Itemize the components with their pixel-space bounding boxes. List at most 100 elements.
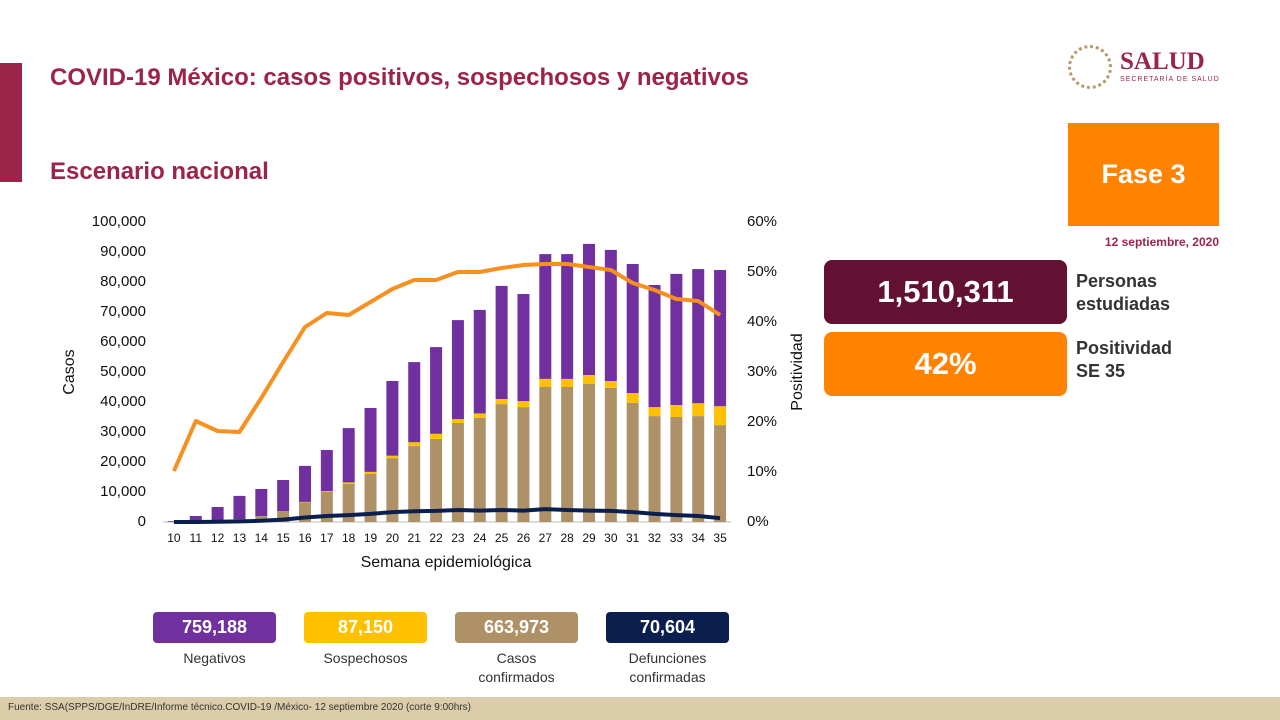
bar (320, 491, 333, 492)
bar (342, 482, 355, 484)
bar (517, 407, 530, 522)
line (173, 507, 721, 524)
bar (561, 387, 574, 522)
x-tick-label: 19 (364, 531, 378, 545)
logo: SALUD (1120, 48, 1205, 75)
bar (255, 489, 268, 517)
summary-value: 70,604 (606, 612, 729, 643)
bar (692, 416, 705, 522)
y-tick-label: 90,000 (100, 243, 146, 260)
title: COVID-19 México: casos positivos, sospec… (50, 64, 749, 91)
x-tick-label: 32 (648, 531, 662, 545)
bar (473, 417, 486, 522)
bar (648, 416, 661, 522)
bar (583, 384, 595, 522)
bar (408, 446, 421, 522)
bar (473, 413, 486, 418)
bar (583, 243, 595, 375)
bar (626, 402, 639, 522)
x-tick-label: 17 (320, 531, 334, 545)
bar (277, 480, 290, 512)
y2-tick-label: 40% (747, 313, 777, 330)
bar (299, 501, 311, 503)
x-tick-label: 21 (408, 531, 422, 545)
accent-bar (0, 63, 22, 182)
bar (342, 428, 355, 483)
bar (583, 375, 595, 384)
bar (430, 433, 443, 439)
bar (604, 387, 617, 522)
studied-label: Personas estudiadas (1076, 271, 1171, 314)
positivity-label: Positividad SE 35 (1076, 338, 1173, 381)
y2-tick-label: 30% (747, 363, 777, 380)
bar (342, 483, 355, 522)
x-tick-label: 27 (539, 531, 553, 545)
x-tick-label: 12 (211, 531, 225, 545)
bar (430, 438, 443, 522)
x-tick-label: 33 (670, 531, 684, 545)
phase-box: Fase 3 (1068, 123, 1219, 226)
x-tick-label: 13 (233, 531, 247, 545)
x-tick-label: 25 (495, 531, 509, 545)
y-tick-label: 10,000 (100, 483, 146, 500)
x-tick-label: 34 (692, 531, 706, 545)
x-tick-label: 18 (342, 531, 356, 545)
footer: Fuente: SSA(SPPS/DGE/InDRE/Informe técni… (8, 702, 471, 713)
summary-label: Sospechosos (323, 650, 408, 666)
y-tick-label: 0 (138, 513, 146, 530)
footer-bar (0, 697, 1280, 720)
logo-sub: SECRETARÍA DE SALUD (1120, 76, 1220, 83)
bar (539, 254, 552, 379)
x-tick-label: 23 (451, 531, 465, 545)
bar (670, 417, 683, 522)
x-tick-label: 26 (517, 531, 531, 545)
x-tick-label: 31 (626, 531, 640, 545)
y-tick-label: 80,000 (100, 273, 146, 290)
bar (277, 511, 290, 522)
bar (430, 347, 443, 434)
bar (714, 406, 727, 426)
y-tick-label: 50,000 (100, 363, 146, 380)
summary-label: Casos confirmados (478, 650, 555, 685)
bar (714, 270, 727, 407)
x-tick-label: 29 (582, 531, 596, 545)
bar (626, 393, 639, 403)
y2-tick-label: 20% (747, 413, 777, 430)
bar (408, 362, 421, 443)
bar (539, 387, 552, 522)
bar (299, 465, 311, 502)
positivity-box: 42% (824, 332, 1067, 396)
bar (517, 294, 530, 402)
bar (189, 516, 202, 522)
y-axis-label: Casos (61, 349, 78, 394)
studied-box: 1,510,311 (824, 260, 1067, 324)
x-tick-label: 10 (167, 531, 181, 545)
bar (451, 423, 464, 522)
y-tick-label: 20,000 (100, 453, 146, 470)
bar (386, 458, 399, 522)
y-tick-label: 30,000 (100, 423, 146, 440)
subtitle: Escenario nacional (50, 158, 269, 185)
bar (539, 378, 552, 387)
x-tick-label: 30 (604, 531, 618, 545)
date: 12 septiembre, 2020 (1104, 235, 1219, 249)
bar (233, 495, 246, 519)
bar (364, 408, 377, 472)
summary-value: 759,188 (153, 612, 276, 643)
bar (364, 474, 377, 522)
y2-axis-label: Positividad (789, 333, 806, 410)
bar (648, 285, 661, 408)
y-tick-label: 40,000 (100, 393, 146, 410)
bar (495, 404, 508, 522)
bar (495, 285, 508, 399)
x-tick-label: 20 (386, 531, 400, 545)
bar (604, 249, 617, 381)
bar (714, 425, 727, 522)
bar (211, 507, 224, 521)
x-tick-label: 16 (298, 531, 312, 545)
x-tick-label: 28 (560, 531, 574, 545)
summary-label: Negativos (183, 650, 246, 666)
y2-tick-label: 60% (747, 213, 777, 230)
